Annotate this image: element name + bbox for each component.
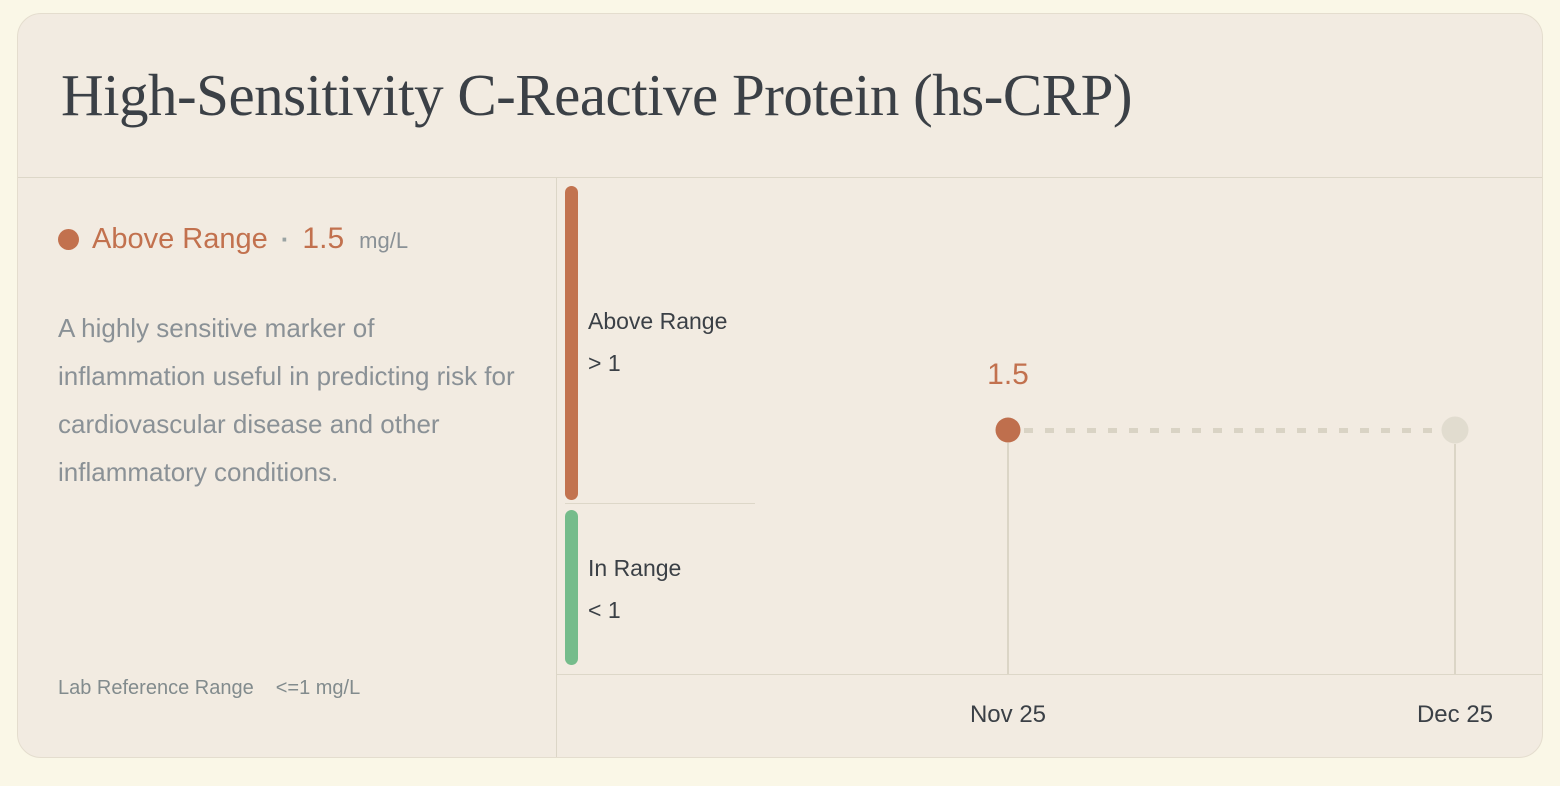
trend-chart: Above Range > 1 In Range < 1 1.5 Nov 25 …	[557, 178, 1542, 757]
data-point-nov-25[interactable]	[995, 417, 1021, 443]
above-range-band-bar	[565, 186, 578, 500]
summary-panel: Above Range · 1.5 mg/L A highly sensitiv…	[18, 178, 557, 757]
reference-range-value: <=1 mg/L	[275, 677, 361, 699]
above-range-band-label: Above Range > 1	[588, 308, 727, 377]
band-divider-line	[565, 503, 755, 504]
separator-dot: ·	[280, 224, 290, 254]
nov-25-dropline	[1007, 443, 1009, 674]
trend-connector-dashed-line	[1024, 428, 1442, 433]
biomarker-description: A highly sensitive marker of inflammatio…	[58, 313, 515, 487]
x-axis-label-dec-25: Dec 25	[1416, 701, 1494, 728]
reference-range-label: Lab Reference Range	[58, 677, 254, 699]
in-range-band-name: In Range	[588, 555, 682, 581]
point-value-label: 1.5	[987, 358, 1029, 391]
result-unit: mg/L	[359, 228, 409, 253]
in-range-band-threshold: < 1	[588, 597, 621, 623]
status-row: Above Range · 1.5 mg/L	[58, 222, 526, 256]
in-range-band-bar	[565, 510, 578, 665]
data-point-dec-25[interactable]	[1441, 416, 1469, 444]
x-axis-line	[557, 674, 1542, 675]
above-range-band-name: Above Range	[588, 308, 728, 334]
card-header: High-Sensitivity C-Reactive Protein (hs-…	[18, 14, 1542, 178]
result-value: 1.5	[302, 222, 345, 255]
page-title: High-Sensitivity C-Reactive Protein (hs-…	[61, 62, 1133, 128]
status-label: Above Range	[92, 223, 268, 255]
above-range-band-threshold: > 1	[588, 350, 621, 376]
biomarker-card: High-Sensitivity C-Reactive Protein (hs-…	[17, 13, 1543, 758]
dec-25-dropline	[1454, 444, 1456, 674]
status-dot-icon	[58, 228, 79, 250]
card-body: Above Range · 1.5 mg/L A highly sensitiv…	[18, 178, 1542, 757]
x-axis-label-nov-25: Nov 25	[969, 701, 1047, 728]
reference-range-row: Lab Reference Range <=1 mg/L	[58, 677, 360, 700]
in-range-band-label: In Range < 1	[588, 555, 681, 624]
